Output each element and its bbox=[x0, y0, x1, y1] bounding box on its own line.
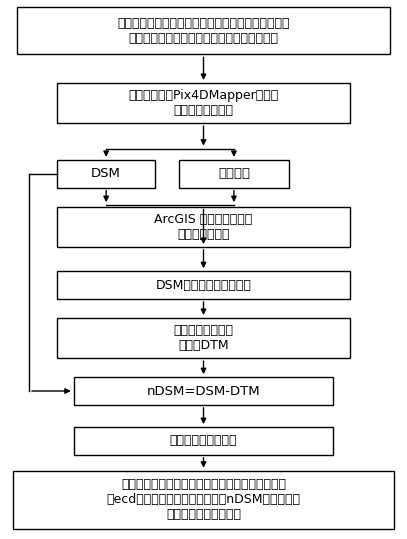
Text: 将影像导入到Pix4DMapper中并合
成高密度点云数据: 将影像导入到Pix4DMapper中并合 成高密度点云数据 bbox=[128, 89, 279, 117]
Text: 使无人机以蛇形方式沿若干定高均分间隔航线飞行并
悬停在定高均分间隔航线上的采样点采集影像: 使无人机以蛇形方式沿若干定高均分间隔航线飞行并 悬停在定高均分间隔航线上的采样点… bbox=[117, 17, 290, 45]
FancyBboxPatch shape bbox=[74, 377, 333, 405]
Text: 正射影像: 正射影像 bbox=[218, 167, 250, 181]
Text: DSM中提取地面点的高程: DSM中提取地面点的高程 bbox=[155, 279, 252, 292]
Text: 构建样本训练管理器: 构建样本训练管理器 bbox=[170, 434, 237, 447]
FancyBboxPatch shape bbox=[57, 318, 350, 358]
FancyBboxPatch shape bbox=[13, 471, 394, 529]
FancyBboxPatch shape bbox=[57, 160, 155, 188]
FancyBboxPatch shape bbox=[57, 206, 350, 247]
Text: nDSM=DSM-DTM: nDSM=DSM-DTM bbox=[147, 384, 260, 397]
Text: 用反距离权重插值
法生成DTM: 用反距离权重插值 法生成DTM bbox=[173, 324, 234, 352]
FancyBboxPatch shape bbox=[17, 7, 390, 54]
FancyBboxPatch shape bbox=[57, 83, 350, 123]
Text: ArcGIS 中根据正射影像
人工选取地面点: ArcGIS 中根据正射影像 人工选取地面点 bbox=[154, 213, 253, 241]
FancyBboxPatch shape bbox=[74, 427, 333, 455]
Text: 将样本训练管理器基于方案管理类别和样本库生成
的ecd文件再结合分类方法作用于nDSM中，得出边
坡植物影像的分类结果: 将样本训练管理器基于方案管理类别和样本库生成 的ecd文件再结合分类方法作用于n… bbox=[107, 478, 300, 521]
FancyBboxPatch shape bbox=[179, 160, 289, 188]
FancyBboxPatch shape bbox=[57, 271, 350, 299]
Text: DSM: DSM bbox=[91, 167, 121, 181]
